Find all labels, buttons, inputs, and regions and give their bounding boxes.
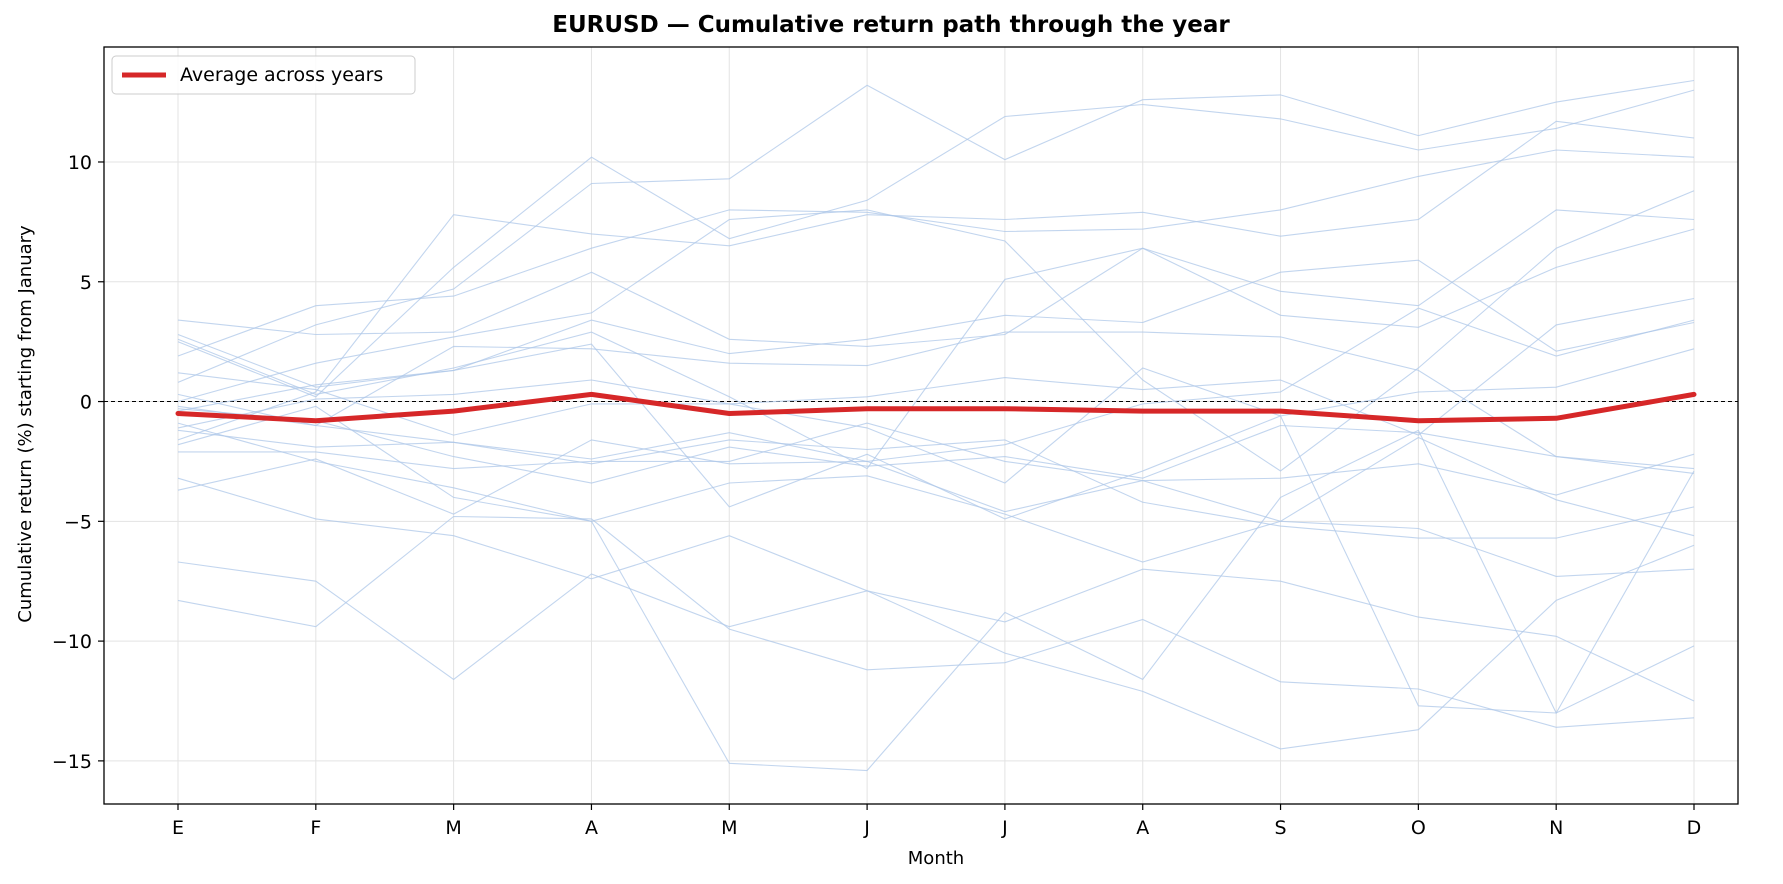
series-line-year (177, 89, 1695, 398)
y-tick-label: −5 (64, 511, 92, 533)
x-tick-label: E (172, 817, 184, 839)
series-line-year (177, 209, 1695, 347)
legend: Average across years (111, 55, 416, 95)
x-tick-label: O (1411, 817, 1426, 839)
series-line-year (177, 477, 1695, 702)
series-line-year (177, 405, 1695, 577)
series-line-year (177, 297, 1695, 436)
x-tick-label: J (863, 817, 870, 839)
legend-label-average: Average across years (180, 64, 383, 86)
plot-frame (103, 46, 1739, 805)
series-line-year (177, 515, 1695, 728)
series-line-year (177, 348, 1695, 484)
x-tick-label: F (310, 817, 321, 839)
series-line-year (178, 422, 1695, 537)
x-axis-label: Month (908, 848, 964, 869)
series-line-year (177, 331, 1695, 470)
series-line-year (177, 405, 1695, 539)
y-tick-label: −15 (52, 751, 92, 773)
y-axis-ticks: −15 −10 −5 0 5 10 (52, 152, 104, 773)
average-series (175, 391, 1697, 424)
series-line-year (177, 333, 1695, 714)
series-line-average (175, 391, 1697, 424)
series-line-year (177, 544, 1695, 750)
x-tick-label: A (1136, 817, 1149, 839)
x-tick-label: A (585, 817, 598, 839)
chart-title: EURUSD — Cumulative return path through … (552, 12, 1230, 38)
series-line-year (177, 149, 1695, 357)
series-line-year (177, 190, 1695, 472)
x-tick-label: J (1001, 817, 1008, 839)
x-tick-label: M (445, 817, 461, 839)
series-line-year (177, 307, 1695, 462)
y-axis-label: Cumulative return (%) starting from Janu… (15, 225, 36, 623)
series-line-year (177, 228, 1695, 470)
y-tick-label: 0 (80, 392, 92, 414)
series-line-year (177, 422, 1695, 772)
series-line-year (177, 79, 1695, 383)
x-tick-label: S (1275, 817, 1287, 839)
x-tick-label: N (1549, 817, 1563, 839)
y-tick-label: −10 (52, 631, 92, 653)
grid (104, 47, 1738, 804)
x-tick-label: D (1687, 817, 1702, 839)
series-line-year (177, 408, 1695, 484)
yearly-paths (177, 79, 1695, 772)
x-tick-label: M (721, 817, 737, 839)
y-tick-label: 10 (68, 152, 92, 174)
series-line-year (177, 120, 1695, 441)
legend-box (111, 55, 416, 95)
y-tick-label: 5 (80, 272, 92, 294)
